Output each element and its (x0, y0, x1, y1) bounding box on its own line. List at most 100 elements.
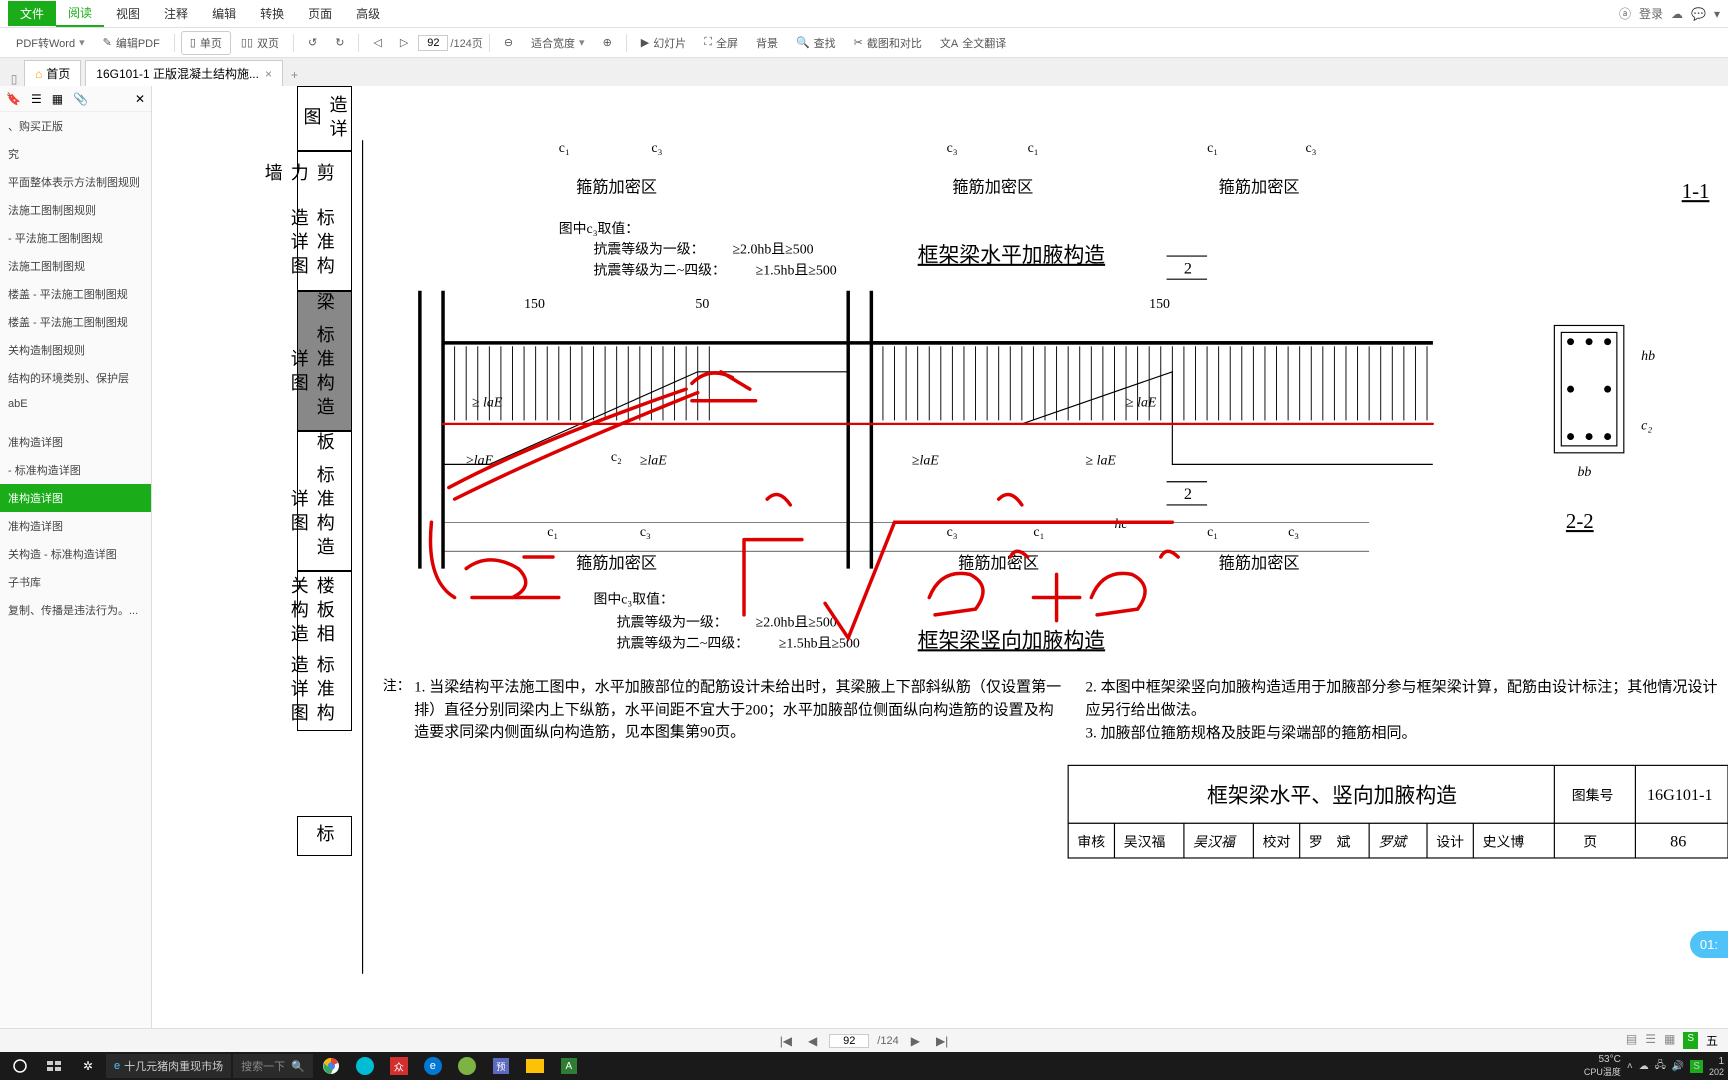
close-tab-button[interactable]: × (265, 67, 272, 81)
last-page-button[interactable]: ▶| (932, 1034, 952, 1048)
next-page-button[interactable]: ▷ (392, 33, 416, 52)
sidebar-item[interactable]: 关构造 - 标准构造详图 (0, 540, 151, 568)
prev-page-nav-button[interactable]: ◀ (804, 1034, 821, 1048)
menu-file[interactable]: 文件 (8, 1, 56, 26)
chrome-icon[interactable] (315, 1054, 347, 1078)
attachment-icon[interactable]: 📎 (73, 92, 88, 106)
first-page-button[interactable]: |◀ (776, 1034, 796, 1048)
sidebar-item[interactable]: 究 (0, 140, 151, 168)
tray-ime-icon[interactable]: S (1690, 1060, 1703, 1073)
browser-task[interactable]: e 十几元猪肉重现市场 (106, 1054, 231, 1078)
background-button[interactable]: 背景 (748, 32, 786, 54)
user-icon[interactable]: ⓐ (1619, 5, 1631, 22)
sidebar-item[interactable]: 法施工图制图规 (0, 252, 151, 280)
sidebar-item[interactable]: 结构的环境类别、保护层 (0, 364, 151, 392)
sidebar-item[interactable]: 准构造详图 (0, 484, 151, 512)
page-nav-input[interactable] (829, 1034, 869, 1048)
app-3-icon[interactable]: 众 (383, 1054, 415, 1078)
svg-text:≥ laE: ≥ laE (472, 396, 503, 411)
fullscreen-button[interactable]: ⛶全屏 (696, 32, 746, 54)
sidebar-item[interactable] (0, 416, 151, 428)
sidebar-item[interactable]: 楼盖 - 平法施工图制图规 (0, 280, 151, 308)
svg-text:c₁: c₁ (559, 141, 570, 156)
tray-volume-icon[interactable]: 🔊 (1672, 1061, 1684, 1072)
document-viewer[interactable]: 造详图 剪力墙标准构造详图 梁标准构造详图 板标准构造详图 楼板相关构造标准构造… (152, 86, 1728, 1028)
pdf-to-word-button[interactable]: PDF转Word▾ (8, 32, 93, 54)
rotate-right-button[interactable]: ↻ (327, 33, 352, 52)
app-1-icon[interactable]: ✲ (72, 1054, 104, 1078)
sidebar-item[interactable]: 准构造详图 (0, 428, 151, 456)
single-page-button[interactable]: ▯单页 (181, 31, 231, 55)
login-link[interactable]: 登录 (1639, 5, 1663, 22)
svg-text:≥2.0hb且≥500: ≥2.0hb且≥500 (732, 243, 813, 258)
clock-date: 202 (1709, 1067, 1724, 1077)
view-mode-3-icon[interactable]: ▦ (1664, 1032, 1675, 1049)
sidebar-item[interactable]: abE (0, 392, 151, 416)
app-2-icon[interactable] (349, 1054, 381, 1078)
menu-advanced[interactable]: 高级 (344, 1, 392, 26)
translate-button[interactable]: 文A全文翻译 (932, 32, 1014, 54)
tray-cloud-icon[interactable]: ☁ (1639, 1061, 1649, 1072)
slideshow-button[interactable]: ▶幻灯片 (633, 32, 694, 54)
sidebar-item[interactable]: - 平法施工图制图规 (0, 224, 151, 252)
search-box[interactable]: 搜索一下🔍 (233, 1054, 313, 1078)
edit-pdf-button[interactable]: ✎编辑PDF (95, 32, 168, 54)
page-input[interactable] (418, 35, 448, 51)
close-sidebar-button[interactable]: ✕ (135, 92, 145, 106)
sidebar-toolbar: 🔖 ☰ ▦ 📎 ✕ (0, 86, 151, 112)
side-label-4: 板标准构造详图 (297, 431, 352, 571)
side-label-6: 标 (297, 816, 352, 856)
svg-text:c₁: c₁ (1033, 525, 1044, 540)
explorer-icon[interactable] (519, 1054, 551, 1078)
rotate-left-button[interactable]: ↺ (300, 33, 325, 52)
app-4-icon[interactable] (451, 1054, 483, 1078)
cloud-icon[interactable]: ☁ (1671, 7, 1683, 21)
svg-text:箍筋加密区: 箍筋加密区 (576, 178, 657, 196)
sidebar-item[interactable]: 、购买正版 (0, 112, 151, 140)
svg-text:1-1: 1-1 (1682, 179, 1710, 203)
menu-convert[interactable]: 转换 (248, 1, 296, 26)
home-tab[interactable]: ⌂首页 (24, 60, 81, 86)
menu-view[interactable]: 视图 (104, 1, 152, 26)
tab-menu-button[interactable]: ▯ (4, 72, 24, 86)
dropdown-icon[interactable]: ▾ (1714, 7, 1720, 21)
edge-icon[interactable]: e (417, 1054, 449, 1078)
sidebar-item[interactable]: 复制、传播是违法行为。... (0, 596, 151, 624)
prev-page-button[interactable]: ◁ (365, 33, 389, 52)
sidebar-item[interactable]: 子书库 (0, 568, 151, 596)
zoom-out-button[interactable]: ⊖ (496, 33, 521, 52)
tray-up-icon[interactable]: ˄ (1627, 1061, 1633, 1072)
sidebar-item[interactable]: 平面整体表示方法制图规则 (0, 168, 151, 196)
sidebar-item[interactable]: 关构造制图规则 (0, 336, 151, 364)
screenshot-button[interactable]: ✂截图和对比 (846, 32, 930, 54)
bookmark-icon[interactable]: 🔖 (6, 92, 21, 106)
sidebar-item[interactable]: 楼盖 - 平法施工图制图规 (0, 308, 151, 336)
view-mode-2-icon[interactable]: ☰ (1645, 1032, 1656, 1049)
next-page-nav-button[interactable]: ▶ (907, 1034, 924, 1048)
thumbnail-icon[interactable]: ▦ (52, 92, 63, 106)
app-5-icon[interactable]: 预 (485, 1054, 517, 1078)
menu-edit[interactable]: 编辑 (200, 1, 248, 26)
sidebar-item[interactable]: 准构造详图 (0, 512, 151, 540)
menu-annotate[interactable]: 注释 (152, 1, 200, 26)
tray-network-icon[interactable]: 🖧 (1655, 1058, 1666, 1075)
app-6-icon[interactable]: A (553, 1054, 585, 1078)
recording-timer[interactable]: 01: (1690, 931, 1728, 958)
menu-read[interactable]: 阅读 (56, 0, 104, 27)
ime-badge[interactable]: S (1683, 1032, 1698, 1049)
list-icon[interactable]: ☰ (31, 92, 42, 106)
sidebar-item[interactable]: 法施工图制图规则 (0, 196, 151, 224)
zoom-mode-button[interactable]: 适合宽度▾ (523, 32, 593, 54)
zoom-in-button[interactable]: ⊕ (595, 33, 620, 52)
menu-page[interactable]: 页面 (296, 1, 344, 26)
start-button[interactable] (4, 1054, 36, 1078)
task-view-button[interactable] (38, 1054, 70, 1078)
view-mode-1-icon[interactable]: ▤ (1626, 1032, 1637, 1049)
outline-list[interactable]: 、购买正版究平面整体表示方法制图规则法施工图制图规则- 平法施工图制图规法施工图… (0, 112, 151, 1028)
double-page-button[interactable]: ▯▯双页 (233, 32, 287, 54)
message-icon[interactable]: 💬 (1691, 7, 1706, 21)
add-tab-button[interactable]: + (283, 64, 306, 86)
document-tab[interactable]: 16G101-1 正版混凝土结构施... × (85, 60, 283, 86)
sidebar-item[interactable]: - 标准构造详图 (0, 456, 151, 484)
find-button[interactable]: 🔍查找 (788, 32, 844, 54)
